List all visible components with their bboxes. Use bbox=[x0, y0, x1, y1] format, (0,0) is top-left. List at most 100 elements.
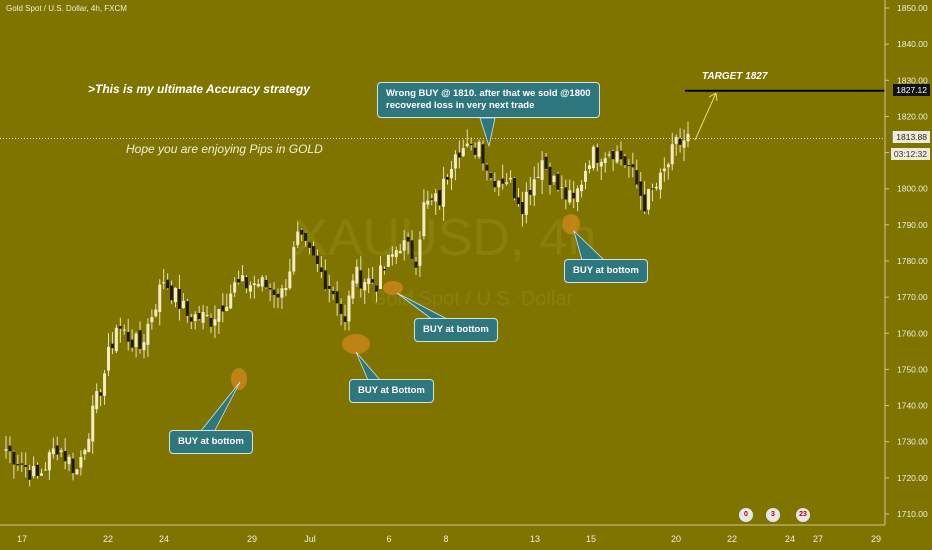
candle-body bbox=[599, 161, 603, 167]
candle-body bbox=[564, 187, 568, 200]
candle-body bbox=[584, 170, 588, 182]
candle-body bbox=[83, 449, 87, 455]
candle-body bbox=[457, 152, 461, 158]
candle-body bbox=[229, 293, 233, 309]
watermark-symbol: XAUUSD, 4h bbox=[293, 209, 596, 267]
candle-body bbox=[79, 457, 83, 468]
candle-body bbox=[560, 187, 564, 189]
candle-body bbox=[619, 150, 623, 160]
candle-body bbox=[662, 168, 666, 172]
candle-body bbox=[386, 254, 390, 267]
candle-body bbox=[174, 287, 178, 303]
candle-body bbox=[28, 470, 32, 480]
time-tick-label: 29 bbox=[247, 534, 257, 544]
candle-body bbox=[284, 287, 288, 291]
candle-body bbox=[276, 293, 280, 298]
price-tick-label: 1750.00 bbox=[897, 364, 928, 374]
time-tick-label: 29 bbox=[871, 534, 881, 544]
candle-body bbox=[469, 143, 473, 146]
price-tick-label: 1730.00 bbox=[897, 437, 928, 447]
candle-body bbox=[162, 282, 166, 284]
candle-body bbox=[264, 279, 268, 288]
highlight-ellipse bbox=[231, 368, 247, 390]
target-price-badge: 1827.12 bbox=[893, 84, 930, 96]
candle-body bbox=[351, 280, 355, 299]
candle-body bbox=[319, 267, 323, 272]
candle-body bbox=[481, 144, 485, 164]
candle-body bbox=[422, 202, 426, 237]
time-tick-label: 22 bbox=[103, 534, 113, 544]
candle-body bbox=[197, 313, 201, 320]
candle-body bbox=[627, 165, 631, 167]
event-badge-3[interactable]: 23 bbox=[796, 508, 810, 522]
candle-body bbox=[213, 319, 217, 326]
candle-body bbox=[268, 288, 272, 290]
candle-body bbox=[166, 279, 170, 289]
candle-body bbox=[154, 309, 158, 317]
candle-body bbox=[603, 158, 607, 163]
candle-body bbox=[587, 165, 591, 170]
candle-body bbox=[670, 144, 674, 165]
candle-body bbox=[390, 254, 394, 257]
candle-body bbox=[43, 469, 47, 471]
candle-body bbox=[170, 285, 174, 301]
candle-body bbox=[410, 240, 414, 259]
candle-body bbox=[339, 303, 343, 314]
pips-note: Hope you are enjoying Pips in GOLD bbox=[126, 142, 323, 156]
candle-body bbox=[485, 164, 489, 171]
candle-body bbox=[343, 316, 347, 323]
candle-body bbox=[304, 232, 308, 241]
candle-body bbox=[406, 236, 410, 242]
candle-body bbox=[477, 141, 481, 157]
candle-body bbox=[91, 405, 95, 442]
candle-body bbox=[651, 188, 655, 190]
candle-body bbox=[524, 191, 528, 216]
candle-body bbox=[489, 172, 493, 179]
candle-body bbox=[654, 186, 658, 189]
candle-body bbox=[185, 301, 189, 316]
price-tick-label: 1830.00 bbox=[897, 75, 928, 85]
candle-body bbox=[355, 266, 359, 284]
candle-body bbox=[311, 246, 315, 256]
time-tick-label: 6 bbox=[386, 534, 391, 544]
candle-body bbox=[248, 285, 252, 292]
price-tick-label: 1740.00 bbox=[897, 401, 928, 411]
candle-body bbox=[272, 289, 276, 296]
candle-body bbox=[686, 133, 690, 142]
candle-body bbox=[134, 333, 138, 348]
candle-body bbox=[280, 288, 284, 298]
candle-body bbox=[540, 160, 544, 180]
price-axis[interactable]: 1710.00 1720.00 1730.00 1740.00 1750.00 1760.… bbox=[0, 0, 928, 526]
callout-pointer bbox=[479, 117, 496, 148]
highlight-ellipse bbox=[562, 214, 580, 234]
candle-body bbox=[371, 279, 375, 283]
candle-body bbox=[39, 473, 43, 476]
candle-body bbox=[544, 156, 548, 169]
candle-body bbox=[8, 445, 12, 452]
time-tick-label: 27 bbox=[813, 534, 823, 544]
candle-body bbox=[426, 200, 430, 205]
candle-body bbox=[678, 138, 682, 145]
candle-body bbox=[568, 190, 572, 203]
candle-body bbox=[51, 448, 55, 455]
candle-body bbox=[414, 261, 418, 268]
candle-body bbox=[505, 182, 509, 184]
candle-body bbox=[122, 329, 126, 331]
highlight-ellipse bbox=[383, 281, 403, 295]
candle-body bbox=[430, 198, 434, 200]
candle-body bbox=[95, 391, 99, 410]
candle-body bbox=[513, 178, 517, 199]
candle-body bbox=[158, 284, 162, 313]
candle-body bbox=[623, 156, 627, 166]
time-axis[interactable]: 17 22 24 29 Jul 6 8 13 15 20 22 24 27 29 bbox=[17, 534, 881, 544]
event-badge-1[interactable]: 0 bbox=[739, 508, 753, 522]
candle-body bbox=[493, 181, 497, 188]
buy-bottom-callout-1: BUY at bottom bbox=[169, 430, 253, 454]
event-badge-2[interactable]: 3 bbox=[766, 508, 780, 522]
candle-body bbox=[308, 242, 312, 248]
candle-body bbox=[465, 143, 469, 147]
candle-body bbox=[189, 317, 193, 322]
candle-body bbox=[658, 172, 662, 190]
candle-body bbox=[126, 332, 130, 342]
candle-body bbox=[4, 449, 8, 451]
